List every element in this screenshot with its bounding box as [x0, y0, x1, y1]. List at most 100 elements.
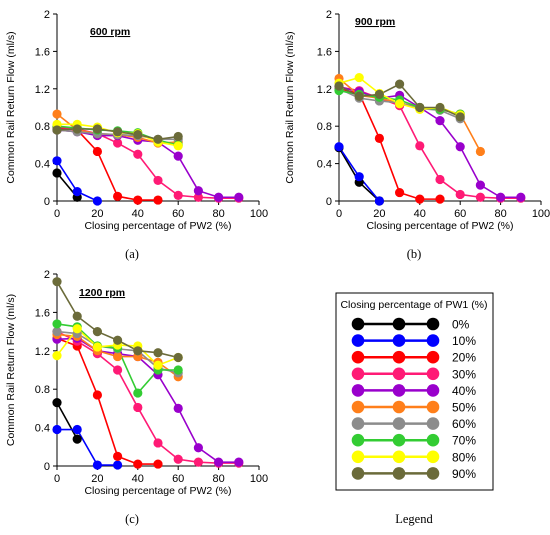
data-point: [52, 125, 62, 135]
legend-marker: [392, 367, 406, 381]
data-point: [173, 131, 183, 142]
caption-a: (a): [125, 247, 139, 261]
legend-marker: [392, 350, 406, 364]
series-line-20pct: [338, 88, 440, 200]
x-tick-label: 100: [250, 208, 268, 220]
legend-caption: Legend: [395, 512, 433, 526]
caption-c: (c): [125, 512, 139, 526]
y-tick-label: 0: [44, 196, 50, 208]
data-point: [52, 109, 62, 119]
data-point: [113, 335, 123, 345]
legend-marker: [351, 450, 365, 464]
data-point: [173, 454, 183, 464]
data-point: [475, 180, 485, 190]
data-point: [153, 195, 163, 205]
x-tick-label: 80: [494, 208, 506, 220]
data-point: [173, 151, 183, 161]
x-tick-label: 80: [212, 208, 224, 220]
data-point: [234, 192, 244, 202]
legend-label: 40%: [452, 384, 476, 398]
data-point: [113, 451, 123, 461]
legend-marker: [426, 467, 440, 480]
data-point: [52, 156, 62, 166]
data-point: [435, 102, 445, 113]
y-tick-label: 0.8: [35, 121, 50, 133]
y-tick-label: 0.4: [35, 423, 50, 435]
series-line-30pct: [56, 330, 239, 464]
legend-marker: [392, 450, 406, 464]
data-point: [334, 81, 344, 91]
y-tick-label: 0.8: [317, 121, 332, 133]
x-tick-label: 0: [54, 208, 60, 220]
legend-marker: [351, 317, 365, 331]
legend-label: 10%: [452, 334, 476, 348]
legend-entry: 50%: [351, 400, 476, 415]
data-point: [193, 457, 203, 467]
y-tick-label: 1.6: [35, 46, 50, 58]
y-axis-title: Common Rail Return Flow (ml/s): [5, 294, 17, 446]
legend-marker: [351, 433, 365, 447]
data-point: [52, 327, 62, 337]
legend-entry: 40%: [351, 384, 476, 398]
legend-marker: [392, 317, 406, 331]
legend: Closing percentage of PW1 (%) 0% 10% 20% 30…: [335, 292, 494, 491]
data-point: [52, 398, 62, 408]
data-point: [374, 89, 384, 100]
x-tick-label: 0: [54, 473, 60, 485]
caption-b: (b): [407, 247, 422, 261]
legend-marker: [426, 350, 440, 364]
x-tick-label: 20: [91, 473, 103, 485]
data-point: [133, 402, 143, 413]
data-point: [435, 115, 445, 126]
legend-marker: [392, 334, 406, 347]
x-tick-label: 20: [91, 208, 103, 220]
data-point: [153, 459, 163, 469]
legend-marker: [351, 334, 365, 347]
data-point: [113, 365, 123, 375]
legend-marker: [392, 467, 406, 480]
legend-entry: 60%: [351, 417, 476, 431]
legend-marker: [351, 384, 365, 397]
data-point: [92, 327, 102, 337]
data-point: [92, 124, 102, 134]
legend-entry: 80%: [351, 450, 476, 464]
chart-panel-a: 0 20 40 60 80 100 0 0.4 0.8 1.2 1.6 2 Closing percen…: [5, 9, 268, 232]
series-line-40pct: [56, 337, 239, 463]
legend-marker: [392, 400, 406, 414]
y-tick-label: 1.2: [35, 84, 50, 96]
data-point: [354, 72, 364, 83]
legend-label: 50%: [452, 401, 476, 415]
x-tick-label: 80: [212, 473, 224, 485]
data-point: [133, 346, 143, 356]
data-point: [415, 194, 425, 204]
data-point: [214, 192, 224, 202]
legend-entry: 30%: [351, 367, 476, 381]
y-tick-label: 0.4: [35, 159, 50, 171]
data-point: [113, 138, 123, 148]
y-tick-label: 1.6: [35, 307, 50, 319]
data-point: [354, 172, 364, 182]
x-tick-label: 60: [454, 208, 466, 220]
data-point: [234, 457, 244, 467]
legend-marker: [426, 317, 440, 331]
chart-panel-c: 0 20 40 60 80 100 0 0.4 0.8 1.2 1.6 2 Closing percen…: [5, 269, 268, 497]
legend-label: 20%: [452, 351, 476, 365]
data-point: [475, 146, 485, 157]
legend-marker: [426, 417, 440, 430]
x-tick-label: 40: [132, 473, 144, 485]
data-point: [72, 434, 82, 444]
x-tick-label: 0: [336, 208, 342, 220]
data-point: [133, 130, 143, 140]
panel-rpm-label: 600 rpm: [90, 26, 130, 38]
legend-entry: 90%: [351, 467, 476, 481]
data-point: [435, 194, 445, 204]
x-axis-title: Closing percentage of PW2 (%): [84, 220, 231, 232]
legend-entry: 0%: [351, 317, 470, 332]
data-point: [72, 311, 82, 321]
legend-marker: [392, 384, 406, 397]
data-point: [92, 390, 102, 400]
series-line-10pct: [57, 428, 118, 466]
x-tick-label: 20: [373, 208, 385, 220]
data-point: [475, 192, 485, 202]
data-point: [72, 187, 82, 197]
